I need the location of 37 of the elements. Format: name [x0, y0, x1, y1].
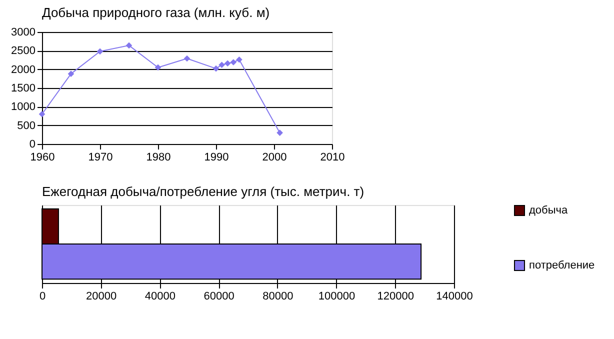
x-tick-label: 120000 — [377, 290, 414, 302]
x-tick-label: 2000 — [262, 152, 287, 164]
x-tick-label: 0 — [39, 290, 46, 302]
x-tick-label: 1960 — [30, 152, 55, 164]
point — [184, 55, 190, 62]
y-tick-label: 2500 — [11, 45, 36, 58]
legend-label: потребление — [529, 260, 595, 272]
point — [154, 64, 162, 71]
legend-label: добыча — [529, 204, 568, 216]
point — [212, 65, 220, 72]
x-tick-label: 40000 — [144, 290, 176, 302]
x-tick-label: 1970 — [88, 152, 113, 164]
point — [38, 110, 46, 118]
y-tick-label: 1000 — [11, 101, 36, 114]
point — [218, 62, 225, 68]
point — [126, 42, 132, 49]
y-tick-label: 3000 — [11, 26, 36, 38]
x-tick-label: 100000 — [318, 290, 356, 302]
x-tick-label: 80000 — [262, 290, 294, 302]
y-tick-label: 0 — [29, 138, 36, 150]
x-tick-label: 60000 — [204, 290, 234, 302]
x-tick-label: 1980 — [146, 152, 171, 164]
point — [236, 56, 242, 63]
x-tick-label: 140000 — [436, 290, 473, 302]
point — [224, 60, 231, 67]
point — [68, 70, 74, 77]
x-tick-label: 20000 — [86, 290, 117, 302]
x-tick-label: 1990 — [204, 152, 229, 164]
point — [230, 59, 237, 66]
chart-title: Добыча природного газа (млн. куб. м) — [42, 5, 270, 20]
point — [96, 48, 104, 55]
y-tick-label: 2000 — [11, 64, 36, 76]
y-tick-label: 500 — [17, 120, 36, 132]
point — [276, 130, 283, 136]
x-tick-label: 2010 — [320, 152, 345, 164]
y-tick-label: 1500 — [11, 82, 36, 94]
chart-title: Ежегодная добыча/потребление угля (тыс. метрич. т) — [42, 184, 364, 199]
